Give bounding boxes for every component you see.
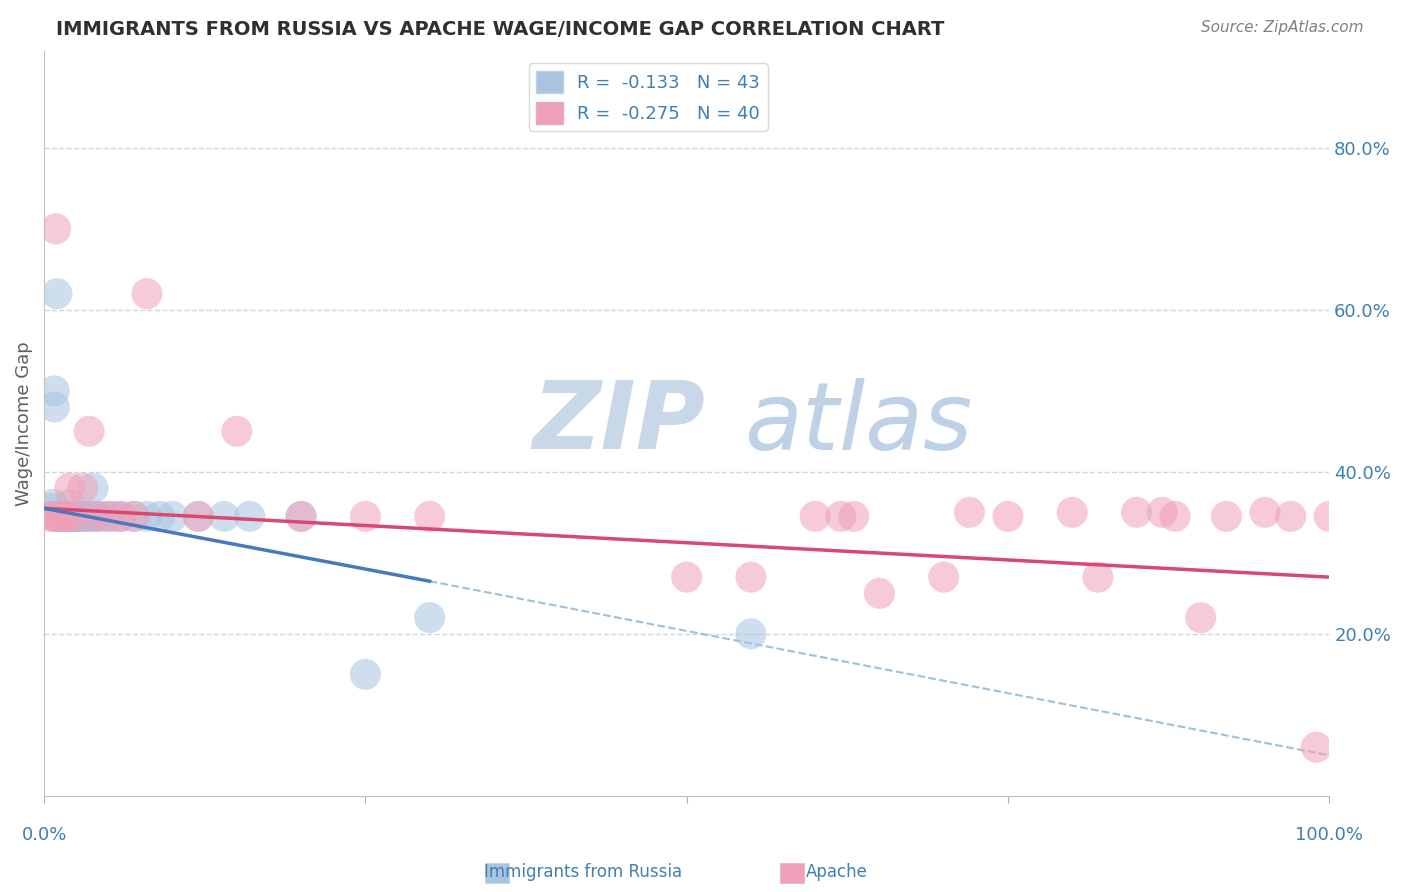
Point [62, 509, 84, 524]
Point [354, 667, 377, 681]
Point [52, 509, 75, 524]
Point [45, 222, 67, 236]
Point [69, 509, 91, 524]
Point [82, 481, 104, 495]
Y-axis label: Wage/Income Gap: Wage/Income Gap [15, 341, 32, 506]
Point [932, 570, 955, 584]
Point [1164, 509, 1187, 524]
Point [135, 286, 157, 301]
Point [52, 509, 75, 524]
Point [72, 509, 94, 524]
Point [1189, 610, 1212, 624]
Point [44, 400, 66, 414]
Text: ZIP: ZIP [533, 377, 706, 469]
Point [1317, 509, 1340, 524]
Point [135, 509, 157, 524]
Point [957, 505, 980, 519]
Point [290, 509, 312, 524]
Point [1254, 505, 1277, 519]
Point [869, 586, 891, 600]
Point [675, 570, 697, 584]
Point [419, 610, 441, 624]
Point [76, 509, 98, 524]
Text: Source: ZipAtlas.com: Source: ZipAtlas.com [1201, 20, 1364, 35]
Point [77, 509, 100, 524]
Point [65, 509, 87, 524]
Point [110, 509, 132, 524]
Point [354, 509, 377, 524]
Text: 100.0%: 100.0% [1295, 826, 1364, 844]
Text: atlas: atlas [745, 378, 973, 469]
Point [42, 497, 65, 511]
Point [104, 509, 127, 524]
Point [740, 627, 762, 641]
Point [65, 509, 87, 524]
Point [225, 425, 247, 439]
Point [1279, 509, 1302, 524]
Point [84, 509, 107, 524]
Point [46, 509, 69, 524]
Point [91, 509, 114, 524]
Text: Immigrants from Russia: Immigrants from Russia [485, 863, 682, 881]
Point [77, 425, 100, 439]
Text: Apache: Apache [806, 863, 868, 881]
Point [48, 509, 70, 524]
Point [830, 509, 852, 524]
Point [162, 509, 184, 524]
Point [212, 509, 235, 524]
Point [72, 481, 94, 495]
Point [59, 481, 82, 495]
Point [63, 509, 86, 524]
Point [45, 509, 67, 524]
Point [58, 509, 80, 524]
Point [42, 509, 65, 524]
Point [1152, 505, 1174, 519]
Point [97, 509, 120, 524]
Point [56, 509, 79, 524]
Point [87, 509, 110, 524]
Point [97, 509, 120, 524]
Point [997, 509, 1019, 524]
Point [59, 497, 82, 511]
Point [44, 384, 66, 398]
Point [1305, 740, 1327, 755]
Point [149, 509, 172, 524]
Point [187, 509, 209, 524]
Point [84, 509, 107, 524]
Text: IMMIGRANTS FROM RUSSIA VS APACHE WAGE/INCOME GAP CORRELATION CHART: IMMIGRANTS FROM RUSSIA VS APACHE WAGE/IN… [56, 20, 945, 38]
Point [75, 509, 97, 524]
Point [740, 570, 762, 584]
Point [239, 509, 262, 524]
Legend: R =  -0.133   N = 43, R =  -0.275   N = 40: R = -0.133 N = 43, R = -0.275 N = 40 [529, 63, 768, 131]
Point [804, 509, 827, 524]
Point [53, 509, 76, 524]
Point [1062, 505, 1084, 519]
Point [46, 286, 69, 301]
Point [419, 509, 441, 524]
Point [1215, 509, 1237, 524]
Point [39, 509, 62, 524]
Point [49, 509, 72, 524]
Point [39, 501, 62, 516]
Point [60, 509, 83, 524]
Point [48, 509, 70, 524]
Point [56, 509, 79, 524]
Point [122, 509, 145, 524]
Point [1125, 505, 1147, 519]
Point [66, 509, 89, 524]
Text: 0.0%: 0.0% [21, 826, 67, 844]
Point [842, 509, 865, 524]
Point [1087, 570, 1109, 584]
Point [122, 509, 145, 524]
Point [290, 509, 312, 524]
Point [67, 509, 90, 524]
Point [110, 509, 132, 524]
Point [187, 509, 209, 524]
